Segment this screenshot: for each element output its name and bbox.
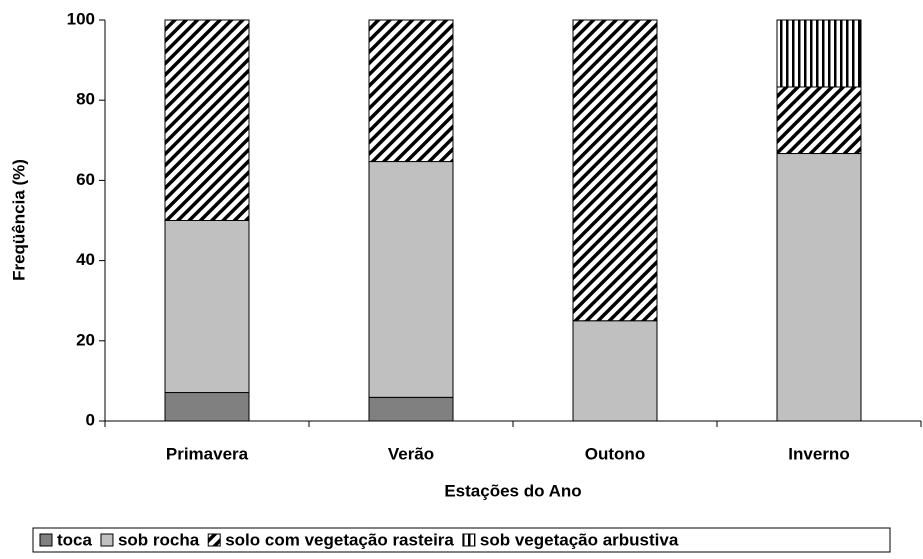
y-tick-label: 0 [86, 410, 95, 429]
y-tick-label: 60 [76, 170, 95, 189]
legend-swatch [462, 533, 476, 547]
y-axis-title: Freqüência (%) [9, 159, 28, 281]
x-tick-label: Outono [585, 444, 645, 463]
y-tick-label: 100 [67, 9, 95, 28]
bar-segment [368, 396, 454, 422]
bar-segment [368, 19, 454, 163]
y-tick-label: 80 [76, 90, 95, 109]
legend-label: solo com vegetação rasteira [225, 530, 454, 549]
x-axis-title: Estações do Ano [444, 481, 581, 500]
legend-box [32, 527, 891, 553]
x-tick-label: Primavera [166, 444, 249, 463]
x-tick-label: Inverno [788, 444, 849, 463]
x-tick-label: Verão [388, 444, 434, 463]
y-tick-label: 20 [76, 330, 95, 349]
bar-segment [776, 86, 862, 155]
legend-swatch [100, 533, 114, 547]
legend-label: toca [57, 530, 93, 549]
bar-segment [164, 220, 250, 394]
legend-swatch [207, 533, 221, 547]
bar-segment [572, 19, 658, 322]
bar-segment [368, 161, 454, 398]
bar-segment [164, 19, 250, 221]
legend-swatch [39, 533, 53, 547]
bar-segment [776, 153, 862, 422]
bar-segment [572, 320, 658, 422]
bar-segment [164, 392, 250, 422]
legend-label: sob rocha [118, 530, 200, 549]
y-tick-label: 40 [76, 250, 95, 269]
bar-segment [776, 19, 862, 88]
legend-label: sob vegetação arbustiva [480, 530, 679, 549]
